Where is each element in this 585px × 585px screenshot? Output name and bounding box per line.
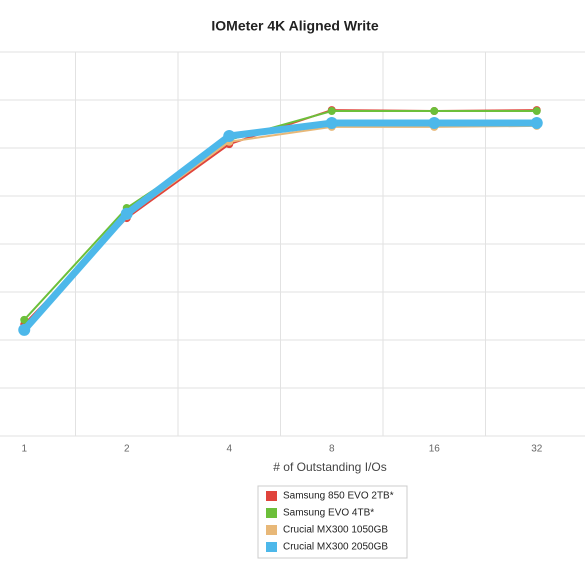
data-point	[223, 130, 236, 142]
data-point	[428, 117, 441, 130]
legend-label: Samsung 850 EVO 2TB*	[283, 491, 394, 502]
data-point	[532, 107, 541, 116]
x-tick-label: 8	[329, 444, 335, 455]
legend-label: Crucial MX300 1050GB	[283, 525, 388, 536]
data-point	[18, 323, 31, 336]
legend-swatch	[266, 542, 277, 552]
legend-label: Samsung EVO 4TB*	[283, 508, 374, 519]
x-axis-title: # of Outstanding I/Os	[273, 460, 386, 474]
legend-swatch	[266, 491, 277, 501]
x-tick-label: 4	[226, 444, 232, 455]
x-tick-label: 2	[124, 444, 130, 455]
x-tick-label: 16	[429, 444, 441, 455]
series-line	[21, 119, 537, 333]
data-point	[20, 315, 29, 324]
chart-title: IOMeter 4K Aligned Write	[211, 18, 378, 34]
legend-label: Crucial MX300 2050GB	[283, 542, 388, 553]
x-tick-label: 32	[531, 444, 543, 455]
legend-box	[257, 485, 408, 559]
data-point	[325, 117, 338, 130]
x-tick-label: 1	[21, 444, 27, 455]
data-point	[430, 107, 439, 116]
data-point	[327, 107, 336, 116]
series-line	[23, 110, 537, 321]
data-point	[120, 207, 133, 220]
legend-swatch	[266, 508, 277, 518]
legend-swatch	[266, 525, 277, 535]
data-point	[530, 117, 543, 130]
